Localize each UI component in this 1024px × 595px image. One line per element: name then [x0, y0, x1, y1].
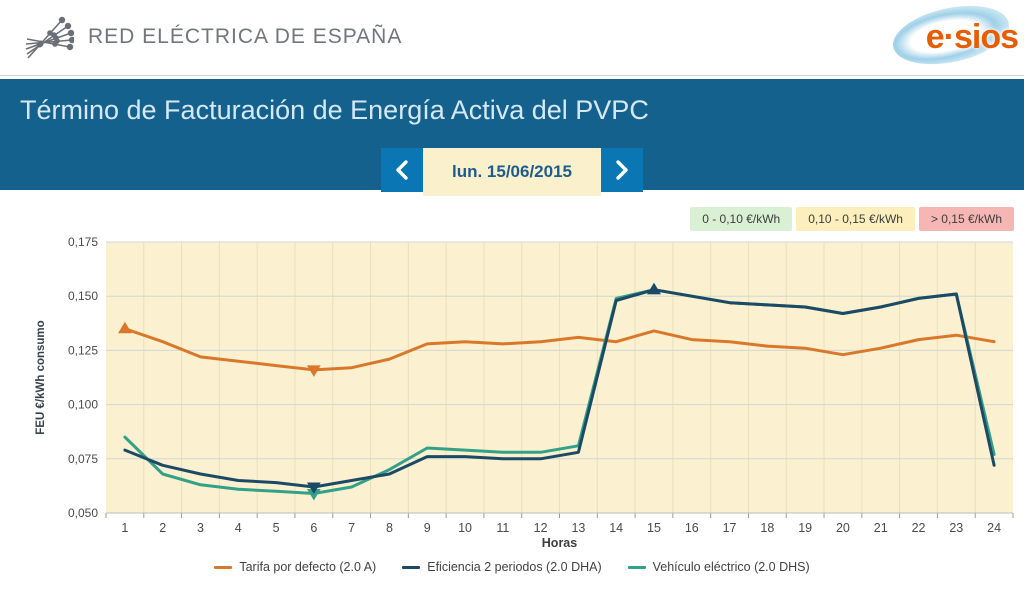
y-axis-title: FEU €/kWh consumo	[35, 320, 47, 434]
x-axis-tick-label: 3	[197, 521, 204, 535]
x-axis-tick-label: 5	[273, 521, 280, 535]
y-axis-tick-label: 0,100	[68, 398, 98, 412]
x-axis-tick-label: 4	[235, 521, 242, 535]
y-axis-tick-label: 0,175	[68, 237, 98, 249]
x-axis-tick-label: 21	[874, 521, 888, 535]
x-axis-title: Horas	[542, 536, 577, 550]
legend-label: Eficiencia 2 periodos (2.0 DHA)	[427, 560, 602, 574]
chevron-right-icon	[616, 160, 628, 180]
y-axis-tick-label: 0,075	[68, 452, 98, 466]
ree-network-icon	[25, 16, 74, 59]
price-band-mid: 0,10 - 0,15 €/kWh	[796, 207, 915, 231]
series-legend: Tarifa por defecto (2.0 A) Eficiencia 2 …	[0, 560, 1024, 574]
ree-logo: RED ELÉCTRICA DE ESPAÑA	[22, 12, 402, 62]
x-axis-tick-label: 23	[949, 521, 963, 535]
y-axis-tick-label: 0,150	[68, 289, 98, 303]
legend-label: Tarifa por defecto (2.0 A)	[239, 560, 377, 574]
prev-day-button[interactable]	[381, 148, 423, 192]
esios-logo-text: e·sios	[925, 18, 1019, 56]
legend-dash-icon	[214, 565, 233, 569]
ree-brand-name: RED ELÉCTRICA DE ESPAÑA	[88, 25, 403, 48]
legend-dash-icon	[627, 565, 646, 569]
x-axis-tick-label: 15	[647, 521, 661, 535]
min-marker-icon	[306, 482, 321, 494]
next-day-button[interactable]	[601, 148, 643, 192]
price-band-legend: 0 - 0,10 €/kWh 0,10 - 0,15 €/kWh > 0,15 …	[690, 207, 1014, 231]
x-axis-tick-label: 22	[912, 521, 926, 535]
x-axis-tick-label: 13	[571, 521, 585, 535]
date-display[interactable]: lun. 15/06/2015	[423, 148, 601, 196]
plot-area	[106, 242, 1013, 513]
legend-item-tarifa-defecto[interactable]: Tarifa por defecto (2.0 A)	[214, 560, 376, 574]
x-axis-tick-label: 9	[424, 521, 431, 535]
title-banner: Término de Facturación de Energía Activa…	[0, 79, 1024, 196]
chevron-left-icon	[396, 160, 408, 180]
x-axis-tick-label: 10	[458, 521, 472, 535]
price-band-low: 0 - 0,10 €/kWh	[690, 207, 793, 231]
legend-item-vehiculo-dhs[interactable]: Vehículo eléctrico (2.0 DHS)	[627, 560, 810, 574]
y-axis-tick-label: 0,125	[68, 343, 98, 357]
legend-label: Vehículo eléctrico (2.0 DHS)	[652, 560, 810, 574]
x-axis-tick-label: 6	[310, 521, 317, 535]
legend-dash-icon	[402, 565, 421, 569]
legend-item-eficiencia-dha[interactable]: Eficiencia 2 periodos (2.0 DHA)	[402, 560, 602, 574]
max-marker-icon	[118, 321, 132, 334]
x-axis-tick-label: 11	[496, 521, 509, 535]
pvpc-chart: 0,050 0,075 0,100 0,125 0,150 0,175 1 2 3 4 5 6 7 8 9 1…	[0, 235, 1024, 557]
x-axis-tick-label: 12	[534, 521, 548, 535]
esios-logo[interactable]: e·sios	[886, 0, 1022, 74]
x-axis-tick-label: 24	[987, 521, 1001, 535]
x-axis-tick-label: 19	[798, 521, 812, 535]
x-axis-tick-label: 17	[723, 521, 737, 535]
price-band-high: > 0,15 €/kWh	[918, 207, 1014, 231]
y-axis-tick-label: 0,050	[68, 506, 98, 520]
min-marker-icon	[306, 365, 321, 377]
x-axis-tick-label: 18	[760, 521, 774, 535]
series-line-1	[123, 288, 996, 489]
x-axis-tick-label: 20	[836, 521, 850, 535]
x-axis-tick-label: 2	[159, 521, 166, 535]
site-header: RED ELÉCTRICA DE ESPAÑA e·sios	[0, 0, 1024, 76]
series-line-0	[123, 327, 996, 372]
page-title: Término de Facturación de Energía Activa…	[20, 95, 649, 125]
date-navigation: lun. 15/06/2015	[381, 148, 643, 196]
x-axis-tick-label: 14	[609, 521, 623, 535]
x-axis-tick-label: 16	[685, 521, 699, 535]
x-axis-tick-label: 1	[121, 521, 128, 535]
max-marker-icon	[647, 282, 661, 295]
x-axis-tick-label: 7	[348, 521, 355, 535]
x-axis-tick-label: 8	[386, 521, 393, 535]
